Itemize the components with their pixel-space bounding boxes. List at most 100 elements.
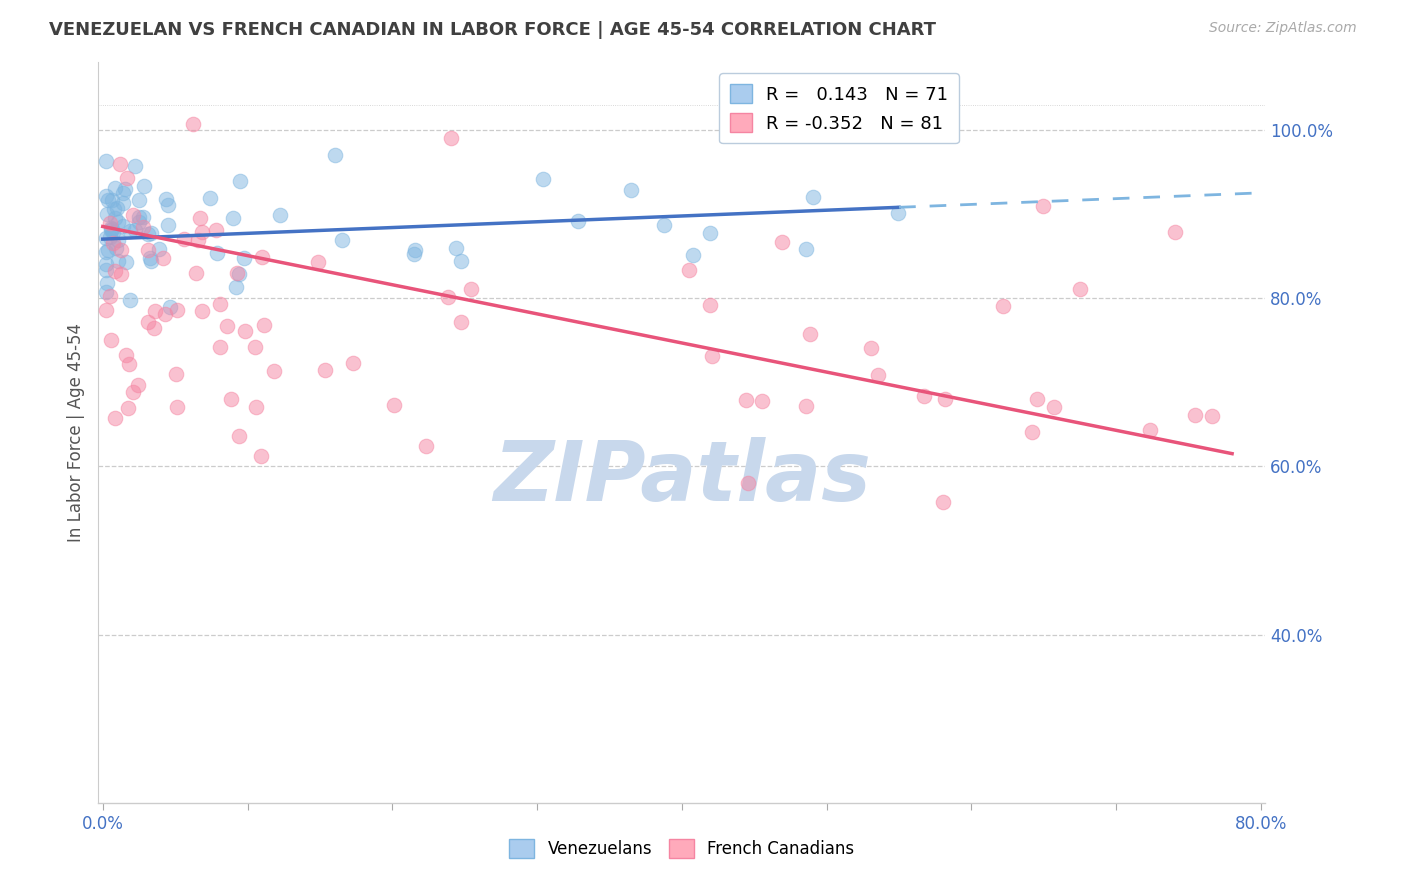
Point [205, 223, 228, 237]
Point [1163, 226, 1185, 240]
Point [104, 264, 127, 278]
Point [94, 302, 117, 317]
Point [115, 348, 138, 362]
Point [100, 333, 122, 347]
Point [770, 235, 793, 249]
Point [107, 233, 129, 247]
Point [100, 289, 122, 303]
Point [124, 159, 146, 173]
Point [450, 253, 472, 268]
Point [229, 174, 252, 188]
Point [112, 219, 135, 233]
Point [402, 247, 425, 261]
Point [104, 211, 127, 225]
Point [107, 253, 129, 268]
Point [115, 171, 138, 186]
Point [117, 401, 139, 415]
Point [404, 244, 426, 258]
Point [934, 392, 956, 406]
Point [98, 216, 121, 230]
Point [887, 206, 910, 220]
Point [325, 148, 347, 162]
Point [263, 363, 285, 377]
Point [225, 280, 247, 294]
Point [139, 226, 162, 240]
Point [166, 303, 188, 318]
Point [97, 193, 120, 207]
Point [94, 188, 117, 202]
Point [799, 326, 821, 341]
Point [148, 242, 170, 256]
Point [931, 494, 953, 508]
Point [700, 350, 723, 364]
Point [159, 300, 181, 314]
Point [173, 232, 195, 246]
Point [94, 245, 117, 260]
Point [737, 476, 759, 491]
Point [233, 324, 256, 338]
Point [253, 318, 276, 332]
Point [444, 241, 467, 255]
Point [215, 318, 238, 333]
Point [152, 251, 174, 265]
Point [307, 255, 329, 269]
Point [734, 392, 756, 407]
Point [101, 193, 124, 207]
Point [139, 254, 162, 268]
Point [107, 215, 129, 229]
Point [121, 208, 143, 222]
Point [94, 231, 117, 245]
Point [249, 449, 271, 463]
Point [1069, 282, 1091, 296]
Point [567, 214, 589, 228]
Point [440, 131, 463, 145]
Point [342, 356, 364, 370]
Point [652, 218, 675, 232]
Point [97, 243, 120, 257]
Point [94, 257, 117, 271]
Point [112, 186, 135, 200]
Point [794, 399, 817, 413]
Point [114, 182, 136, 196]
Point [105, 201, 128, 215]
Point [252, 250, 274, 264]
Point [184, 266, 207, 280]
Point [1032, 199, 1054, 213]
Point [460, 282, 482, 296]
Point [118, 224, 141, 238]
Point [100, 223, 122, 237]
Point [96, 207, 118, 221]
Point [132, 210, 155, 224]
Point [191, 304, 214, 318]
Point [166, 401, 188, 415]
Point [682, 248, 704, 262]
Point [103, 202, 125, 216]
Point [188, 211, 211, 226]
Point [145, 304, 167, 318]
Point [128, 211, 150, 225]
Point [678, 262, 700, 277]
Text: ZIPatlas: ZIPatlas [494, 436, 870, 517]
Point [153, 307, 176, 321]
Point [165, 367, 187, 381]
Y-axis label: In Labor Force | Age 45-54: In Labor Force | Age 45-54 [66, 323, 84, 542]
Point [209, 340, 232, 354]
Point [94, 154, 117, 169]
Point [155, 192, 177, 206]
Point [198, 191, 221, 205]
Point [183, 117, 205, 131]
Point [801, 190, 824, 204]
Point [132, 178, 155, 193]
Point [157, 218, 180, 232]
Point [222, 211, 245, 225]
Point [205, 245, 228, 260]
Point [860, 341, 883, 355]
Point [382, 398, 405, 412]
Point [100, 221, 122, 235]
Point [110, 267, 132, 281]
Point [620, 183, 643, 197]
Point [314, 363, 336, 377]
Point [101, 235, 124, 250]
Point [136, 315, 159, 329]
Point [94, 263, 117, 277]
